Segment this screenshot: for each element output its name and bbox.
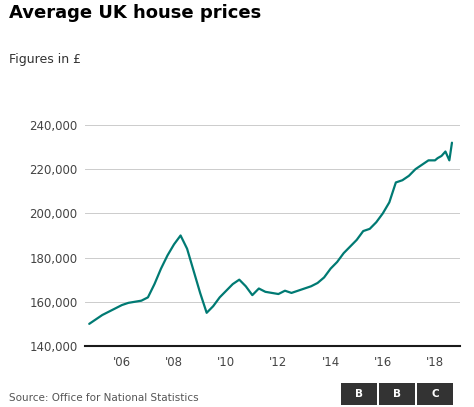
- Text: Average UK house prices: Average UK house prices: [9, 4, 262, 22]
- Text: Figures in £: Figures in £: [9, 53, 82, 66]
- Text: B: B: [393, 389, 401, 399]
- Text: Source: Office for National Statistics: Source: Office for National Statistics: [9, 393, 199, 403]
- Text: C: C: [431, 389, 439, 399]
- Text: B: B: [355, 389, 363, 399]
